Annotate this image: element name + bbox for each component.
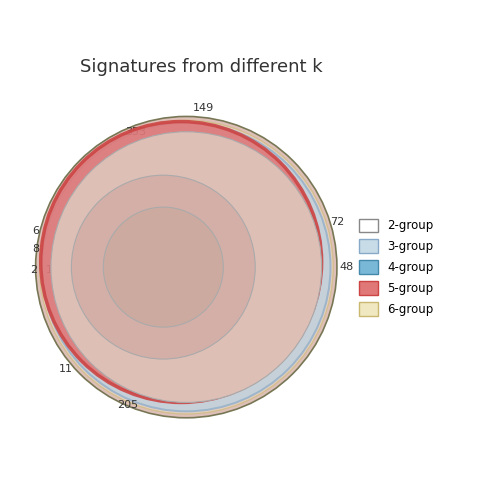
Circle shape	[72, 175, 255, 359]
Text: 2: 2	[30, 265, 37, 275]
Text: 353: 353	[125, 127, 146, 137]
Circle shape	[42, 123, 331, 411]
Text: 11: 11	[59, 364, 73, 374]
Circle shape	[103, 207, 223, 327]
Text: 48: 48	[340, 262, 354, 272]
Title: Signatures from different k: Signatures from different k	[80, 57, 323, 76]
Circle shape	[39, 120, 333, 414]
Legend: 2-group, 3-group, 4-group, 5-group, 6-group: 2-group, 3-group, 4-group, 5-group, 6-gr…	[353, 213, 439, 322]
Circle shape	[36, 116, 337, 418]
Text: 149: 149	[193, 103, 214, 112]
Circle shape	[41, 121, 322, 403]
Text: 8: 8	[32, 244, 39, 254]
Text: 5040: 5040	[199, 248, 230, 261]
Text: 6: 6	[32, 226, 39, 236]
Text: 1483: 1483	[46, 265, 74, 275]
Text: 2640: 2640	[265, 261, 296, 274]
Circle shape	[51, 132, 322, 403]
Text: 72: 72	[331, 217, 345, 227]
Text: 5870: 5870	[147, 261, 179, 274]
Text: 205: 205	[117, 400, 138, 410]
